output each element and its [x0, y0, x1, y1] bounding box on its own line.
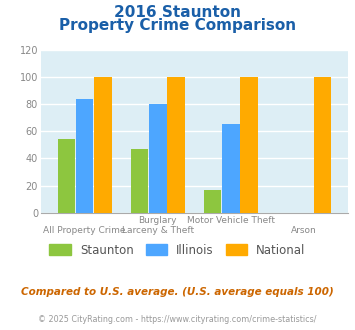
Bar [240, 77, 258, 213]
Text: Arson: Arson [291, 226, 317, 235]
Legend: Staunton, Illinois, National: Staunton, Illinois, National [45, 239, 310, 261]
Bar [131, 149, 148, 213]
Text: Compared to U.S. average. (U.S. average equals 100): Compared to U.S. average. (U.S. average … [21, 287, 334, 297]
Text: © 2025 CityRating.com - https://www.cityrating.com/crime-statistics/: © 2025 CityRating.com - https://www.city… [38, 315, 317, 324]
Bar [76, 98, 93, 213]
Bar [222, 124, 240, 213]
Bar [94, 77, 112, 213]
Bar [149, 104, 166, 213]
Text: 2016 Staunton: 2016 Staunton [114, 5, 241, 20]
Text: All Property Crime: All Property Crime [43, 226, 126, 235]
Bar [204, 190, 222, 213]
Text: Larceny & Theft: Larceny & Theft [122, 226, 194, 235]
Bar [58, 139, 75, 213]
Bar [313, 77, 331, 213]
Text: Motor Vehicle Theft: Motor Vehicle Theft [187, 216, 275, 225]
Text: Burglary: Burglary [138, 216, 177, 225]
Text: Property Crime Comparison: Property Crime Comparison [59, 18, 296, 33]
Bar [167, 77, 185, 213]
